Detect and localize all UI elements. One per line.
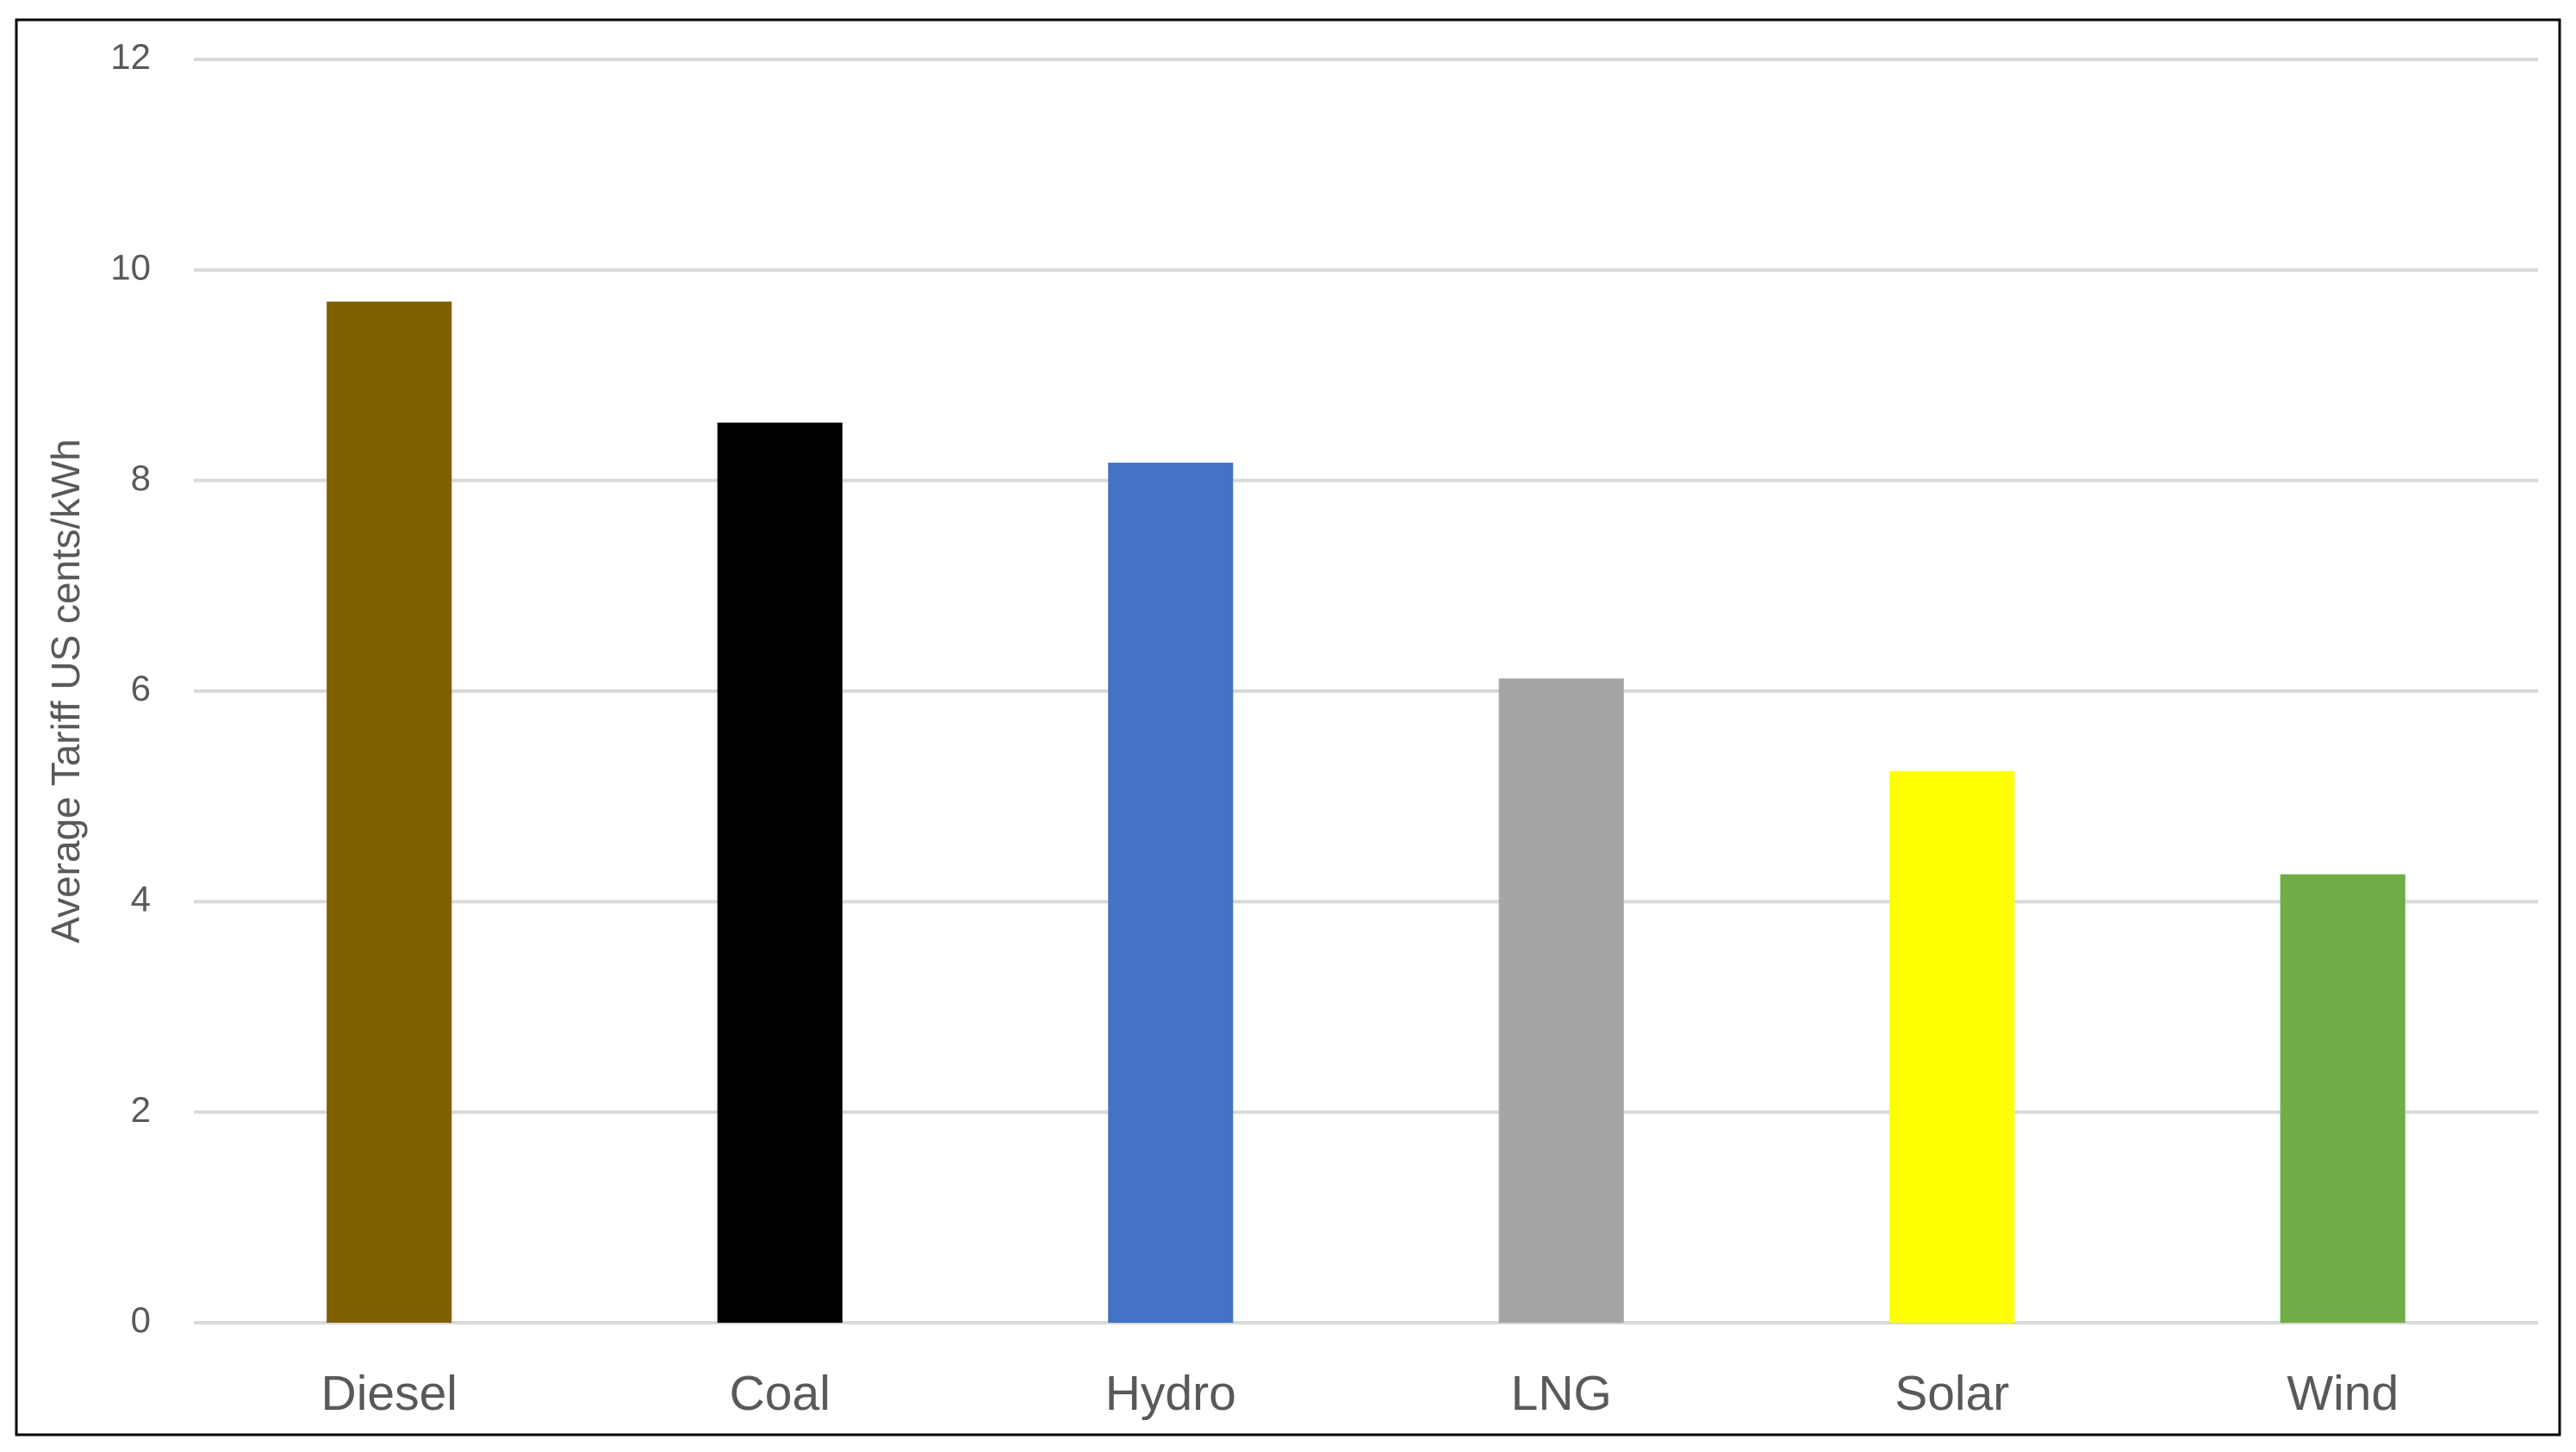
x-tick-label: Diesel <box>321 1366 457 1421</box>
bar <box>1889 770 2015 1323</box>
y-axis-label: Average Tariff US cents/kWh <box>43 439 88 944</box>
x-tick-label: Coal <box>730 1366 831 1421</box>
bar <box>717 422 843 1324</box>
y-tick-label: 8 <box>131 458 151 498</box>
x-tick-label: Hydro <box>1105 1366 1236 1421</box>
y-tick-label: 6 <box>131 668 151 708</box>
x-tick-label: LNG <box>1511 1366 1612 1421</box>
y-tick-label: 2 <box>131 1089 151 1130</box>
x-tick-label: Solar <box>1895 1366 2009 1421</box>
bar <box>2280 874 2405 1323</box>
bar <box>1108 462 1234 1323</box>
bar <box>327 301 452 1323</box>
y-tick-label: 12 <box>110 36 151 77</box>
bar <box>1498 678 1624 1323</box>
y-tick-label: 10 <box>110 246 151 287</box>
y-tick-label: 0 <box>131 1299 151 1340</box>
y-tick-label: 4 <box>131 878 151 919</box>
x-tick-label: Wind <box>2287 1366 2399 1421</box>
